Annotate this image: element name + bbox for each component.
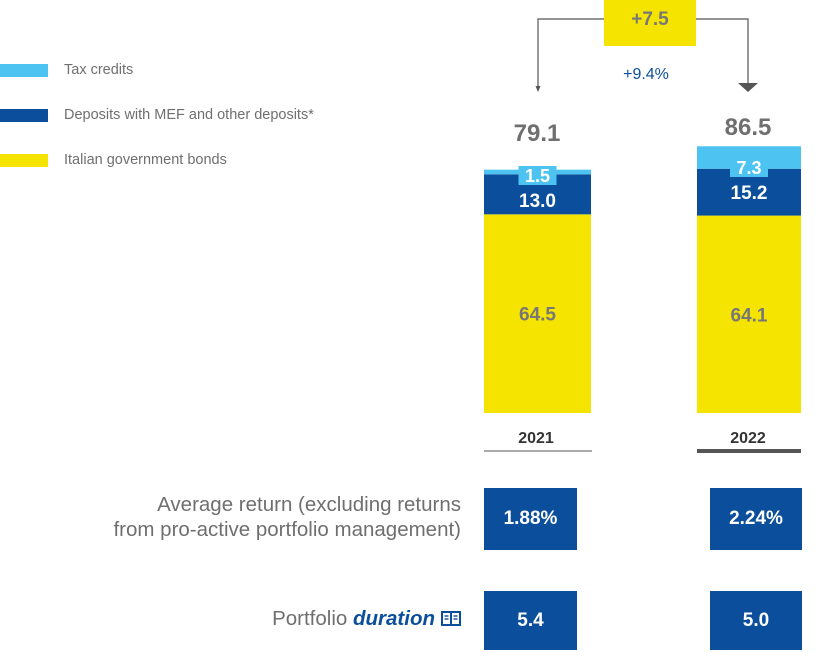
duration-label: Portfolio duration (272, 606, 461, 631)
change-connector (537, 18, 749, 90)
legend-label-government-bonds: Italian government bonds (64, 152, 227, 168)
average-return-2022: 2.24% (710, 488, 802, 550)
value-label-2021-1: 13.0 (519, 191, 556, 212)
change-box (604, 0, 696, 46)
book-icon[interactable] (441, 610, 461, 627)
value-label-2022-0: 64.1 (731, 305, 768, 326)
total-label-2021: 79.1 (514, 120, 561, 147)
legend-item-deposits: Deposits with MEF and other deposits* (0, 107, 314, 123)
bar-segment-2022-2 (697, 146, 801, 169)
legend-item-government-bonds: Italian government bonds (0, 152, 227, 168)
change-arrow-right (738, 83, 758, 92)
change-percent: +9.4% (623, 66, 669, 83)
category-label-2021: 2021 (518, 430, 554, 447)
value-label-bg-2021-2 (518, 166, 557, 185)
duration-2022: 5.0 (710, 591, 802, 650)
legend-label-deposits: Deposits with MEF and other deposits* (64, 107, 314, 123)
change-arrow-left (535, 86, 541, 92)
stacked-bar-chart: 64.5 13.0 1.5 64.1 15.2 7.3 +7.5 +9.4% 79.1 8… (484, 0, 801, 453)
legend-label-tax-credits: Tax credits (64, 62, 134, 78)
value-label-2021-0: 64.5 (519, 305, 556, 326)
value-label-2022-2: 7.3 (736, 158, 761, 178)
legend-swatch-government-bonds (0, 153, 48, 167)
bars-group: 64.5 13.0 1.5 64.1 15.2 7.3 (484, 146, 801, 413)
average-return-label: Average return (excluding returns from p… (113, 492, 461, 542)
value-label-2022-1: 15.2 (731, 183, 768, 204)
duration-label-prefix: Portfolio (272, 607, 348, 630)
value-label-bg-2022-2 (730, 158, 768, 177)
legend-swatch-deposits (0, 108, 48, 122)
total-label-2022: 86.5 (725, 114, 772, 141)
legend-item-tax-credits: Tax credits (0, 62, 133, 78)
average-return-label-line1: Average return (excluding returns (157, 493, 461, 516)
change-absolute: +7.5 (631, 9, 669, 30)
bar-segment-2022-0 (697, 215, 801, 413)
bar-segment-2021-0 (484, 214, 591, 413)
duration-2021: 5.4 (484, 591, 577, 650)
average-return-label-line2: from pro-active portfolio management) (113, 518, 461, 541)
average-return-2021: 1.88% (484, 488, 577, 550)
category-label-2022: 2022 (730, 430, 766, 447)
value-label-2021-2: 1.5 (525, 166, 550, 186)
legend-swatch-tax-credits (0, 63, 48, 77)
duration-label-emphasis: duration (353, 607, 435, 630)
